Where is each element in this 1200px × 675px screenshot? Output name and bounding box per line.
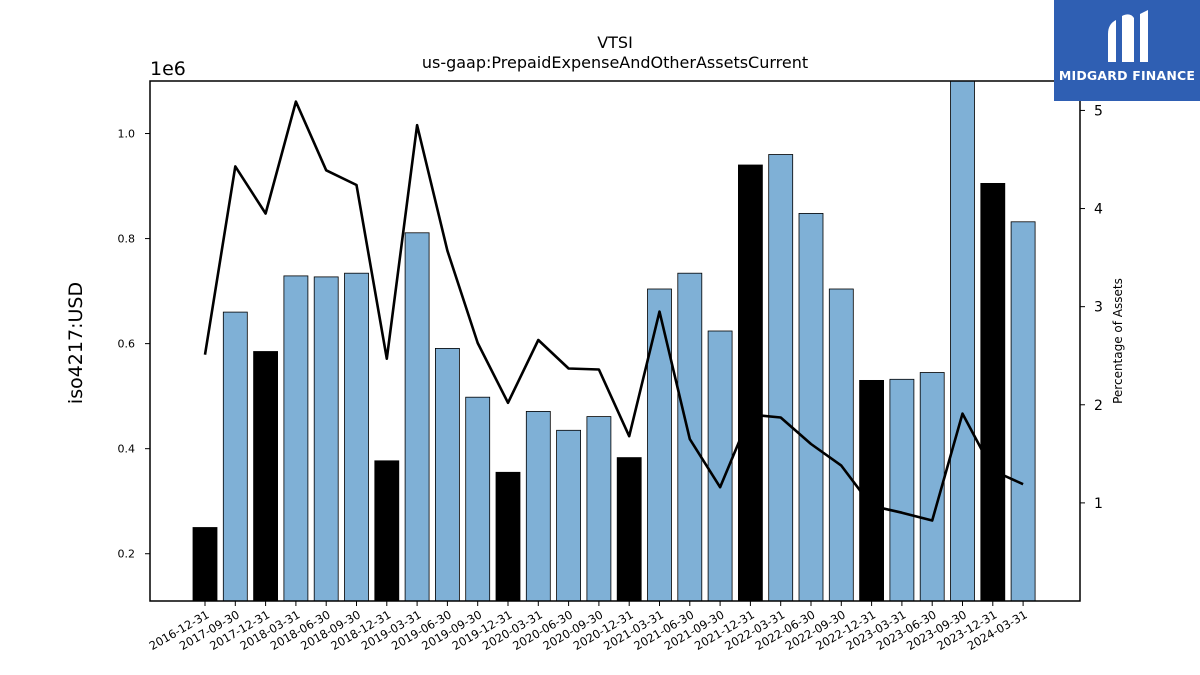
y-tick-label: 0.8 [118,233,136,246]
bar [404,232,430,602]
bars-group [192,80,1036,602]
bar [768,154,794,602]
bar [344,272,369,602]
chart-title: VTSI [597,33,633,52]
y-tick-label: 0.2 [118,548,136,561]
bar [313,276,339,602]
bar [828,288,854,602]
y-axis-multiplier: 1e6 [150,58,186,80]
bar [616,457,642,602]
line-group [203,100,1024,522]
logo-text: MIDGARD FINANCE [1058,68,1196,83]
bar [283,275,309,602]
bar [586,416,612,602]
bar [465,396,491,602]
bar [495,471,521,602]
bar [919,372,945,602]
y2-tick-label: 2 [1094,398,1103,414]
plot-frame [149,80,1081,602]
bar [980,182,1006,602]
bar [192,527,218,602]
y2-tick-label: 3 [1094,300,1103,316]
bar [647,288,672,602]
y-ticks-group: 0.2 0.4 0.6 0.8 1.0 [118,128,150,561]
bar [374,460,400,602]
percentage-line [203,100,1024,522]
bar [738,164,763,602]
y-axis-label: iso4217:USD [65,282,87,404]
y2-tick-label: 1 [1094,496,1103,512]
y2-axis-label: Percentage of Assets [1111,278,1125,404]
bar [798,212,824,602]
bar [222,311,248,602]
bar [253,351,279,602]
chart-subtitle: us-gaap:PrepaidExpenseAndOtherAssetsCurr… [422,53,808,72]
y2-tick-label: 4 [1094,202,1103,218]
logo-icon [1108,10,1148,62]
y2-tick-label: 5 [1094,103,1103,119]
bar [889,378,915,602]
bar [950,80,975,602]
bar [859,379,884,602]
bar [556,429,581,602]
bar [434,347,460,602]
bar [1010,221,1036,602]
y-tick-label: 1.0 [118,128,136,141]
bar [525,410,551,602]
y-tick-label: 0.6 [118,338,136,351]
x-ticks-group: 2016-12-312017-09-302017-12-312018-03-31… [147,601,1030,653]
brand-logo: MIDGARD FINANCE [1054,0,1200,101]
y2-ticks-group: 1 2 3 4 5 [1080,103,1103,512]
y-tick-label: 0.4 [118,443,136,456]
